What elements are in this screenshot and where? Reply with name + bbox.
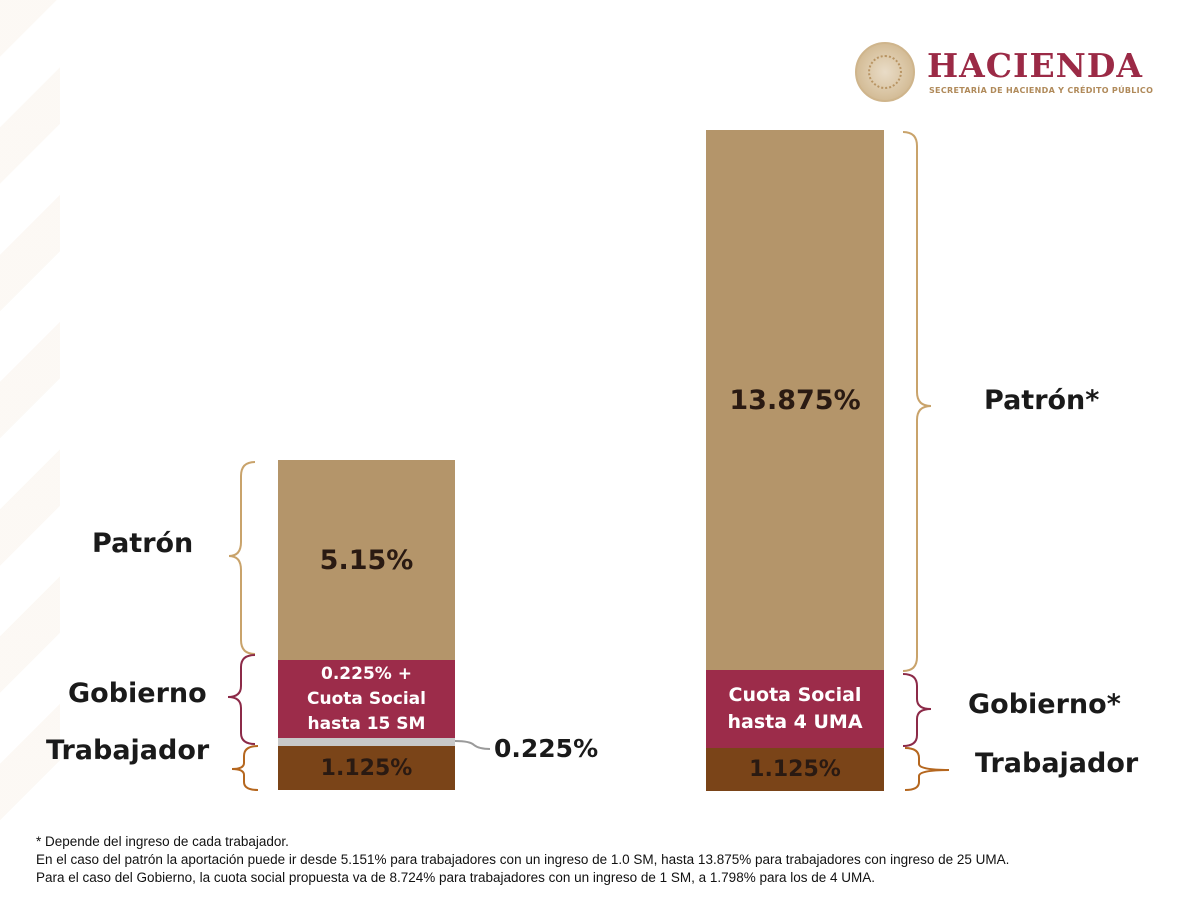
bar2-gobierno-line2: hasta 4 UMA (727, 711, 863, 733)
bar1-segment-gobierno: 0.225% + Cuota Social hasta 15 SM (278, 660, 455, 738)
bar2-segment-trabajador: 1.125% (706, 748, 884, 791)
bar1-segment-trabajador: 1.125% (278, 746, 455, 790)
bar1-gobierno-label: 0.225% + Cuota Social hasta 15 SM (307, 662, 426, 737)
bar2-segment-gobierno: Cuota Social hasta 4 UMA (706, 670, 884, 748)
logo-subtitle: SECRETARÍA DE HACIENDA Y CRÉDITO PÚBLICO (929, 86, 1154, 95)
footnote-line-1: * Depende del ingreso de cada trabajador… (36, 834, 289, 849)
gap-pointer-line (454, 740, 491, 750)
brace-trabajador-left (231, 745, 259, 791)
brace-gobierno-right (902, 673, 932, 747)
bar1-label-gobierno: Gobierno (68, 678, 207, 709)
bar2-label-patron: Patrón* (984, 385, 1100, 416)
footnote-line-3: Para el caso del Gobierno, la cuota soci… (36, 870, 876, 885)
bar2-label-trabajador: Trabajador (975, 748, 1139, 779)
footnote: * Depende del ingreso de cada trabajador… (36, 833, 1156, 887)
brace-patron-left (228, 461, 256, 655)
background-decoration (0, 0, 60, 820)
bar2-segment-patron: 13.875% (706, 130, 884, 670)
government-seal-icon (855, 42, 915, 102)
bar1-segment-gap (278, 738, 455, 746)
bar2-gobierno-label: Cuota Social hasta 4 UMA (727, 682, 862, 736)
bar1-label-patron: Patrón (92, 528, 194, 559)
bar1-gobierno-line1: 0.225% + (321, 663, 412, 684)
hacienda-logo: HACIENDA SECRETARÍA DE HACIENDA Y CRÉDIT… (855, 42, 1155, 106)
bar2-label-gobierno: Gobierno* (968, 689, 1121, 720)
bar1-trabajador-value: 1.125% (320, 755, 413, 781)
bar2-gobierno-line1: Cuota Social (728, 684, 862, 706)
brace-trabajador-right (904, 747, 950, 791)
bar1-gobierno-line2: Cuota Social (307, 688, 426, 709)
brace-gobierno-left (227, 654, 256, 745)
bar1-patron-value: 5.15% (319, 544, 414, 576)
bar2-patron-value: 13.875% (729, 384, 861, 416)
bar1-gobierno-line3: hasta 15 SM (307, 713, 426, 734)
brace-patron-right (902, 131, 932, 672)
bar1-label-gap: 0.225% (494, 734, 599, 763)
bar1-segment-patron: 5.15% (278, 460, 455, 660)
bar1-label-trabajador: Trabajador (46, 735, 210, 766)
logo-title: HACIENDA (927, 46, 1144, 85)
footnote-line-2: En el caso del patrón la aportación pued… (36, 852, 1010, 867)
bar2-trabajador-value: 1.125% (749, 757, 841, 782)
